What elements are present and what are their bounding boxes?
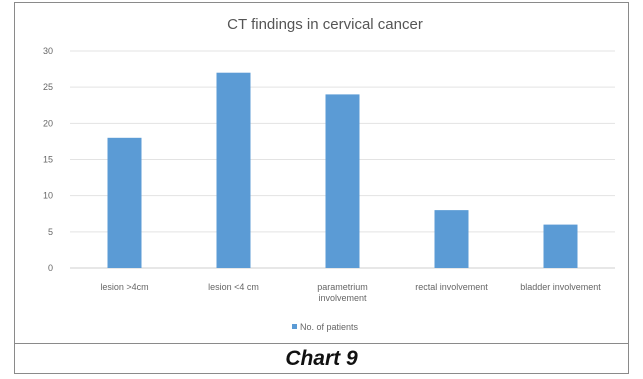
x-tick-label: lesion <4 cm	[208, 282, 259, 292]
legend-label: No. of patients	[300, 322, 359, 332]
y-axis-ticks: 0 5 10 15 20 25 30	[43, 46, 53, 273]
legend: No. of patients	[292, 322, 359, 332]
bar	[434, 210, 469, 268]
y-tick-label: 10	[43, 191, 53, 201]
y-tick-label: 15	[43, 155, 53, 165]
y-tick-label: 25	[43, 82, 53, 92]
chart-area: CT findings in cervical cancer 0 5 10 15 20 2…	[15, 3, 628, 343]
chart-caption: Chart 9	[285, 347, 358, 370]
x-tick-label: involvement	[318, 293, 367, 303]
legend-swatch	[292, 324, 297, 329]
bar-chart: CT findings in cervical cancer 0 5 10 15 20 2…	[43, 16, 615, 332]
bar	[543, 224, 578, 268]
y-tick-label: 20	[43, 118, 53, 128]
x-tick-label: lesion >4cm	[100, 282, 148, 292]
figure-frame: CT findings in cervical cancer 0 5 10 15 20 2…	[14, 2, 629, 374]
bar	[107, 137, 142, 268]
y-tick-label: 30	[43, 46, 53, 56]
x-axis-labels: lesion >4cm lesion <4 cm parametriuminvolv…	[100, 282, 601, 303]
x-tick-label: bladder involvement	[520, 282, 601, 292]
chart-title: CT findings in cervical cancer	[227, 16, 423, 33]
caption-row: Chart 9	[15, 343, 628, 374]
x-tick-label: rectal involvement	[415, 282, 488, 292]
x-tick-label: parametrium	[317, 282, 368, 292]
bar	[325, 94, 360, 269]
y-tick-label: 0	[48, 263, 53, 273]
y-tick-label: 5	[48, 227, 53, 237]
bars	[107, 72, 578, 269]
bar	[216, 72, 251, 268]
